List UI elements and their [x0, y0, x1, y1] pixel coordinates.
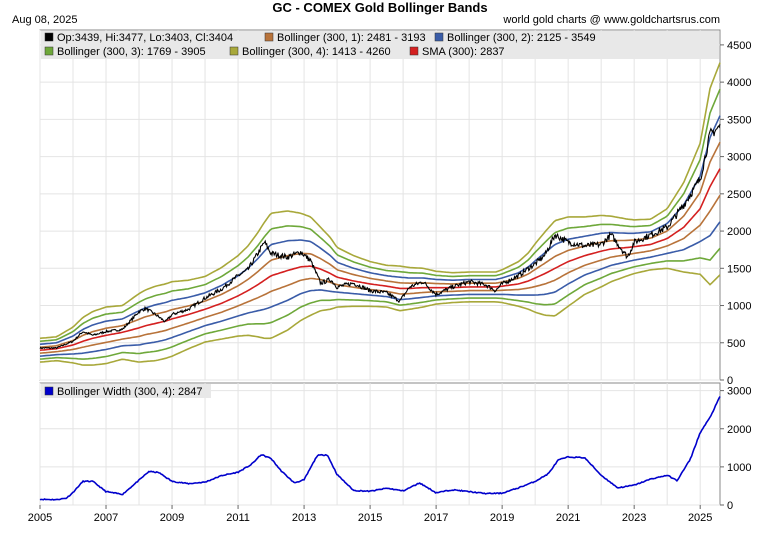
chart-date: Aug 08, 2025: [12, 14, 78, 26]
width-panel: 0 1000 2000 3000 Bollinger Width (300, 4): …: [39, 382, 751, 512]
x-tick-label: 2011: [226, 512, 250, 524]
legend-swatch-band4: [229, 46, 239, 56]
bollinger-2-lower-line: [39, 221, 721, 357]
bollinger-1-lower-line: [39, 194, 721, 354]
price-legend: Op:3439, Hi:3477, Lo:3403, Cl:3404 Bollin…: [44, 32, 596, 58]
bollinger-3-upper-line: [39, 88, 721, 343]
legend-swatch-band3: [44, 46, 54, 56]
width-series: [39, 396, 721, 501]
chart-title: GC - COMEX Gold Bollinger Bands: [272, 0, 488, 15]
price-line: [39, 123, 721, 350]
legend-label-band4: Bollinger (300, 4): 1413 - 4260: [242, 46, 391, 58]
price-plot-area: [39, 29, 721, 381]
price-y-tick-label: 500: [727, 338, 745, 350]
legend-label-band2: Bollinger (300, 2): 2125 - 3549: [447, 32, 596, 44]
price-y-tick-label: 4000: [727, 77, 751, 89]
x-tick-label: 2017: [424, 512, 448, 524]
x-tick-label: 2009: [160, 512, 184, 524]
x-tick-label: 2021: [556, 512, 580, 524]
chart-credit: world gold charts @ www.goldchartsrus.co…: [503, 14, 720, 26]
legend-swatch-band1: [264, 32, 274, 42]
width-legend-box: [41, 384, 211, 398]
price-y-tick-label: 3000: [727, 152, 751, 164]
x-tick-label: 2019: [490, 512, 514, 524]
price-legend-box: [41, 31, 719, 59]
width-plot-area: [39, 382, 721, 506]
legend-label-price: Op:3439, Hi:3477, Lo:3403, Cl:3404: [57, 32, 233, 44]
sma-line: [39, 168, 721, 351]
x-tick-label: 2007: [94, 512, 118, 524]
legend-label-band3: Bollinger (300, 3): 1769 - 3905: [57, 46, 206, 58]
x-tick-label: 2005: [28, 512, 52, 524]
price-y-tick-label: 2500: [727, 189, 751, 201]
width-y-tick-label: 0: [727, 500, 733, 512]
bollinger-4-upper-line: [39, 62, 721, 340]
legend-label-band1: Bollinger (300, 1): 2481 - 3193: [277, 32, 426, 44]
legend-swatch-width: [44, 386, 54, 396]
width-y-tick-label: 3000: [727, 386, 751, 398]
price-y-tick-label: 4500: [727, 40, 751, 52]
x-tick-label: 2015: [358, 512, 382, 524]
x-tick-label: 2013: [292, 512, 316, 524]
width-y-axis: 0 1000 2000 3000: [720, 386, 751, 512]
x-axis: 2005 2007 2009 2011 2013 2015 2017 2019 2021 2023…: [28, 505, 712, 524]
bollinger-2-upper-line: [39, 115, 721, 346]
legend-label-sma: SMA (300): 2837: [422, 46, 505, 58]
price-y-axis: 0 500 1000 1500 2000 2500 3000 3500 4000 4500: [720, 40, 751, 387]
price-y-tick-label: 0: [727, 375, 733, 387]
bollinger-4-lower-line: [39, 267, 721, 366]
legend-swatch-band2: [434, 32, 444, 42]
x-tick-label: 2025: [688, 512, 712, 524]
price-y-tick-label: 1500: [727, 263, 751, 275]
width-y-tick-label: 2000: [727, 424, 751, 436]
price-y-tick-label: 1000: [727, 301, 751, 313]
x-tick-label: 2023: [622, 512, 646, 524]
price-grid: [39, 30, 720, 381]
legend-swatch-sma: [409, 46, 419, 56]
price-series: [39, 62, 721, 366]
width-legend: Bollinger Width (300, 4): 2847: [41, 384, 211, 398]
width-y-tick-label: 1000: [727, 462, 751, 474]
price-y-tick-label: 2000: [727, 226, 751, 238]
price-panel: 0 500 1000 1500 2000 2500 3000 3500 4000 4500 Op:…: [39, 29, 751, 387]
bollinger-width-line: [39, 396, 721, 501]
legend-swatch-price: [44, 32, 54, 42]
legend-label-width: Bollinger Width (300, 4): 2847: [57, 386, 203, 398]
price-y-tick-label: 3500: [727, 114, 751, 126]
bollinger-3-lower-line: [39, 247, 721, 360]
